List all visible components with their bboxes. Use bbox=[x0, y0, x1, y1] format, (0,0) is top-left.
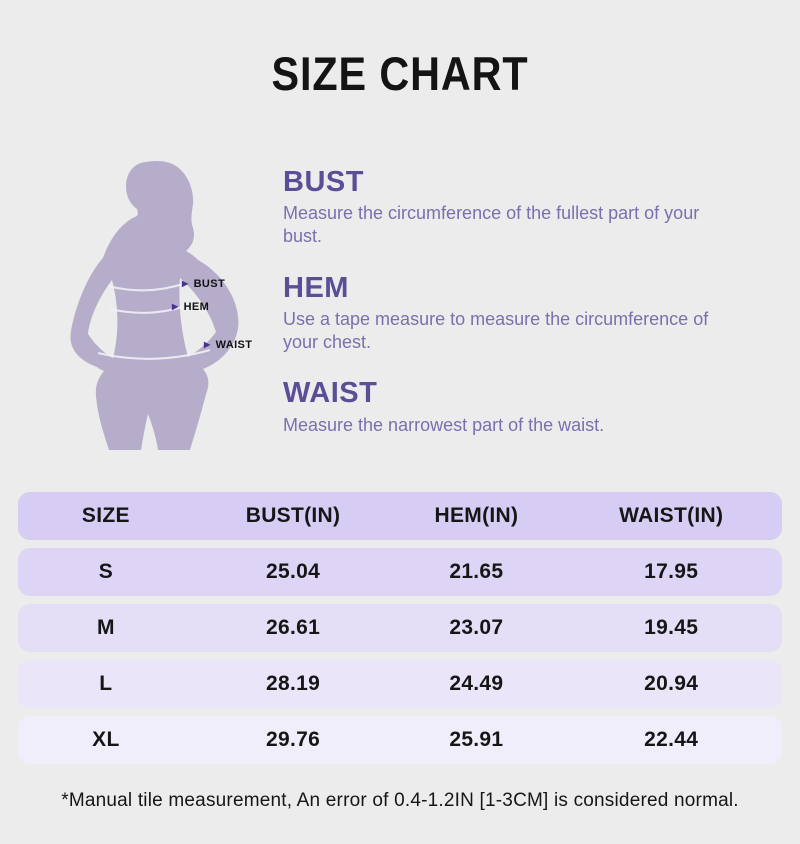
waist-cell: 22.44 bbox=[644, 728, 699, 751]
arrow-right-icon: ▶ bbox=[204, 340, 211, 349]
size-cell: S bbox=[98, 560, 114, 583]
table-row: M 26.61 23.07 19.45 bbox=[18, 604, 782, 652]
bust-label-text: BUST bbox=[193, 278, 226, 290]
hem-cell: 25.91 bbox=[449, 728, 504, 751]
waist-instruction: WAIST Measure the narrowest part of the … bbox=[283, 377, 741, 436]
hem-heading: HEM bbox=[283, 271, 349, 304]
table-row: XL 29.76 25.91 22.44 bbox=[18, 716, 782, 764]
waist-cell: 17.95 bbox=[644, 560, 699, 583]
hem-cell: 24.49 bbox=[449, 672, 504, 695]
arrow-right-icon: ▶ bbox=[172, 302, 179, 311]
woman-silhouette bbox=[70, 161, 239, 450]
measurement-lines bbox=[97, 282, 211, 360]
table-row: L 28.19 24.49 20.94 bbox=[18, 660, 782, 708]
table-row: S 25.04 21.65 17.95 bbox=[18, 548, 782, 596]
hem-cell: 23.07 bbox=[449, 616, 504, 639]
bust-diagram-label: ▶ BUST bbox=[182, 278, 225, 290]
waist-diagram-label: ▶ WAIST bbox=[204, 339, 252, 351]
waist-description: Measure the narrowest part of the waist. bbox=[283, 414, 605, 435]
waist-cell: 20.94 bbox=[644, 672, 699, 695]
bust-cell: 28.19 bbox=[266, 672, 321, 695]
page-title: SIZE CHART bbox=[271, 47, 529, 100]
hem-description: Use a tape measure to measure the circum… bbox=[283, 309, 709, 352]
hem-instruction: HEM Use a tape measure to measure the ci… bbox=[283, 272, 741, 354]
measurement-instructions: BUST Measure the circumference of the fu… bbox=[283, 166, 741, 436]
bust-instruction: BUST Measure the circumference of the fu… bbox=[283, 166, 741, 248]
bust-cell: 26.61 bbox=[266, 616, 321, 639]
waist-cell: 19.45 bbox=[644, 616, 699, 639]
measurement-diagram: ▶ BUST ▶ HEM ▶ WAIST bbox=[40, 150, 270, 450]
hem-diagram-label: ▶ HEM bbox=[172, 301, 209, 313]
waist-label-text: WAIST bbox=[215, 339, 253, 351]
bust-cell: 29.76 bbox=[266, 728, 321, 751]
column-header-size: SIZE bbox=[81, 504, 130, 527]
bust-cell: 25.04 bbox=[266, 560, 321, 583]
arrow-right-icon: ▶ bbox=[182, 279, 189, 288]
bust-description: Measure the circumference of the fullest… bbox=[283, 203, 700, 247]
size-cell: M bbox=[96, 616, 115, 639]
hem-label-text: HEM bbox=[183, 301, 210, 313]
column-header-hem: HEM(IN) bbox=[434, 504, 519, 527]
size-cell: XL bbox=[92, 728, 120, 751]
hem-cell: 21.65 bbox=[449, 560, 504, 583]
waist-heading: WAIST bbox=[283, 377, 378, 410]
measurement-disclaimer: *Manual tile measurement, An error of 0.… bbox=[61, 790, 739, 811]
table-header-row: SIZE BUST(IN) HEM(IN) WAIST(IN) bbox=[18, 492, 782, 540]
bust-heading: BUST bbox=[283, 166, 364, 198]
column-header-bust: BUST(IN) bbox=[245, 504, 341, 527]
column-header-waist: WAIST(IN) bbox=[619, 504, 724, 527]
size-cell: L bbox=[99, 672, 113, 695]
size-table: SIZE BUST(IN) HEM(IN) WAIST(IN) S 25.04 … bbox=[18, 492, 782, 772]
